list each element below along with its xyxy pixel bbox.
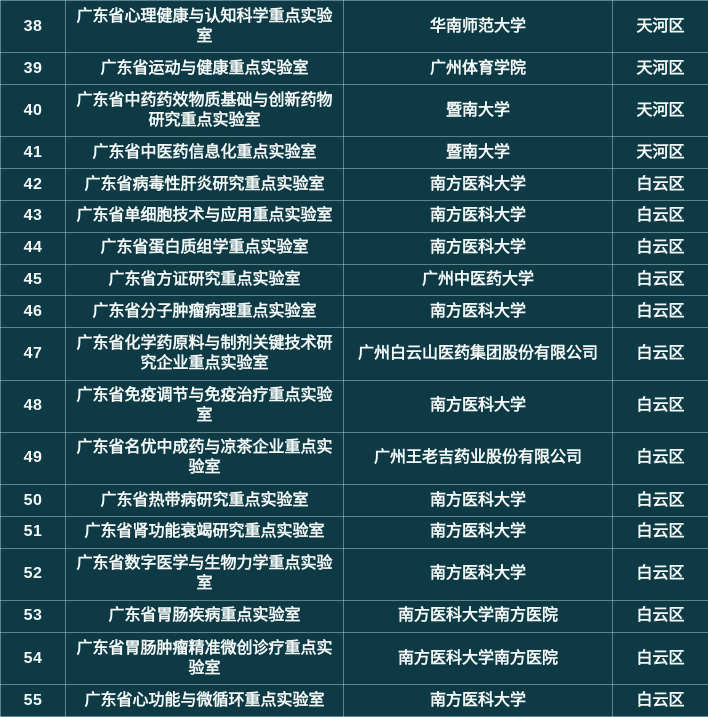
district-cell: 白云区: [612, 295, 708, 329]
laboratory-name-cell: 广东省名优中成药与凉茶企业重点实验室: [65, 431, 344, 486]
table-row: 55 广东省心功能与微循环重点实验室 南方医科大学 白云区: [0, 684, 708, 717]
district-cell: 白云区: [612, 327, 708, 381]
laboratory-name-cell: 广东省中药药效物质基础与创新药物研究重点实验室: [65, 84, 344, 138]
organization-cell: 南方医科大学: [343, 484, 613, 517]
row-number-cell: 47: [0, 327, 66, 381]
district-cell: 白云区: [612, 200, 708, 233]
district-cell: 白云区: [612, 263, 708, 297]
row-number-cell: 55: [0, 684, 66, 717]
district-cell: 天河区: [612, 0, 708, 54]
organization-cell: 广州体育学院: [343, 52, 613, 86]
organization-cell: 广州白云山医药集团股份有限公司: [343, 327, 613, 381]
table-row: 40 广东省中药药效物质基础与创新药物研究重点实验室 暨南大学 天河区: [0, 84, 708, 138]
row-number-cell: 39: [0, 52, 66, 86]
laboratory-name-cell: 广东省胃肠疾病重点实验室: [65, 600, 344, 633]
row-number-cell: 52: [0, 547, 66, 602]
row-number-cell: 48: [0, 379, 66, 433]
table-row: 54 广东省胃肠肿瘤精准微创诊疗重点实验室 南方医科大学南方医院 白云区: [0, 631, 708, 686]
organization-cell: 暨南大学: [343, 136, 613, 170]
laboratory-name-cell: 广东省分子肿瘤病理重点实验室: [65, 295, 344, 329]
laboratory-name-cell: 广东省心功能与微循环重点实验室: [65, 684, 344, 717]
table-row: 47 广东省化学药原料与制剂关键技术研究企业重点实验室 广州白云山医药集团股份有…: [0, 327, 708, 381]
row-number-cell: 45: [0, 263, 66, 297]
organization-cell: 南方医科大学南方医院: [343, 631, 613, 686]
laboratory-name-cell: 广东省运动与健康重点实验室: [65, 52, 344, 86]
organization-cell: 南方医科大学: [343, 547, 613, 602]
organization-cell: 广州中医药大学: [343, 263, 613, 297]
table-row: 46 广东省分子肿瘤病理重点实验室 南方医科大学 白云区: [0, 295, 708, 329]
district-cell: 白云区: [612, 379, 708, 433]
table-row: 48 广东省免疫调节与免疫治疗重点实验室 南方医科大学 白云区: [0, 379, 708, 433]
row-number-cell: 44: [0, 231, 66, 265]
table-row: 45 广东省方证研究重点实验室 广州中医药大学 白云区: [0, 263, 708, 297]
table-row: 44 广东省蛋白质组学重点实验室 南方医科大学 白云区: [0, 231, 708, 265]
row-number-cell: 54: [0, 631, 66, 686]
row-number-cell: 50: [0, 484, 66, 517]
district-cell: 天河区: [612, 136, 708, 170]
organization-cell: 南方医科大学南方医院: [343, 600, 613, 633]
laboratory-name-cell: 广东省数字医学与生物力学重点实验室: [65, 547, 344, 602]
organization-cell: 南方医科大学: [343, 231, 613, 265]
laboratory-name-cell: 广东省中医药信息化重点实验室: [65, 136, 344, 170]
organization-cell: 南方医科大学: [343, 684, 613, 717]
district-cell: 白云区: [612, 231, 708, 265]
organization-cell: 南方医科大学: [343, 515, 613, 549]
laboratory-name-cell: 广东省方证研究重点实验室: [65, 263, 344, 297]
district-cell: 天河区: [612, 52, 708, 86]
organization-cell: 南方医科大学: [343, 379, 613, 433]
district-cell: 白云区: [612, 631, 708, 686]
table-row: 50 广东省热带病研究重点实验室 南方医科大学 白云区: [0, 484, 708, 517]
organization-cell: 南方医科大学: [343, 295, 613, 329]
laboratory-name-cell: 广东省化学药原料与制剂关键技术研究企业重点实验室: [65, 327, 344, 381]
laboratory-name-cell: 广东省肾功能衰竭研究重点实验室: [65, 515, 344, 549]
organization-cell: 南方医科大学: [343, 168, 613, 202]
table-row: 43 广东省单细胞技术与应用重点实验室 南方医科大学 白云区: [0, 200, 708, 233]
row-number-cell: 42: [0, 168, 66, 202]
district-cell: 天河区: [612, 84, 708, 138]
table-row: 49 广东省名优中成药与凉茶企业重点实验室 广州王老吉药业股份有限公司 白云区: [0, 431, 708, 486]
district-cell: 白云区: [612, 168, 708, 202]
row-number-cell: 43: [0, 200, 66, 233]
organization-cell: 南方医科大学: [343, 200, 613, 233]
laboratory-name-cell: 广东省蛋白质组学重点实验室: [65, 231, 344, 265]
row-number-cell: 49: [0, 431, 66, 486]
row-number-cell: 41: [0, 136, 66, 170]
laboratory-name-cell: 广东省心理健康与认知科学重点实验室: [65, 0, 344, 54]
district-cell: 白云区: [612, 484, 708, 517]
district-cell: 白云区: [612, 600, 708, 633]
row-number-cell: 40: [0, 84, 66, 138]
laboratory-name-cell: 广东省胃肠肿瘤精准微创诊疗重点实验室: [65, 631, 344, 686]
table-row: 39 广东省运动与健康重点实验室 广州体育学院 天河区: [0, 52, 708, 86]
district-cell: 白云区: [612, 515, 708, 549]
row-number-cell: 51: [0, 515, 66, 549]
table-row: 51 广东省肾功能衰竭研究重点实验室 南方医科大学 白云区: [0, 515, 708, 549]
row-number-cell: 53: [0, 600, 66, 633]
organization-cell: 华南师范大学: [343, 0, 613, 54]
table-row: 53 广东省胃肠疾病重点实验室 南方医科大学南方医院 白云区: [0, 600, 708, 633]
organization-cell: 广州王老吉药业股份有限公司: [343, 431, 613, 486]
table-row: 52 广东省数字医学与生物力学重点实验室 南方医科大学 白云区: [0, 547, 708, 602]
organization-cell: 暨南大学: [343, 84, 613, 138]
laboratory-name-cell: 广东省热带病研究重点实验室: [65, 484, 344, 517]
district-cell: 白云区: [612, 684, 708, 717]
table-row: 42 广东省病毒性肝炎研究重点实验室 南方医科大学 白云区: [0, 168, 708, 202]
table-row: 41 广东省中医药信息化重点实验室 暨南大学 天河区: [0, 136, 708, 170]
row-number-cell: 38: [0, 0, 66, 54]
laboratory-name-cell: 广东省病毒性肝炎研究重点实验室: [65, 168, 344, 202]
row-number-cell: 46: [0, 295, 66, 329]
district-cell: 白云区: [612, 547, 708, 602]
laboratory-name-cell: 广东省免疫调节与免疫治疗重点实验室: [65, 379, 344, 433]
district-cell: 白云区: [612, 431, 708, 486]
table-row: 38 广东省心理健康与认知科学重点实验室 华南师范大学 天河区: [0, 0, 708, 54]
laboratory-name-cell: 广东省单细胞技术与应用重点实验室: [65, 200, 344, 233]
